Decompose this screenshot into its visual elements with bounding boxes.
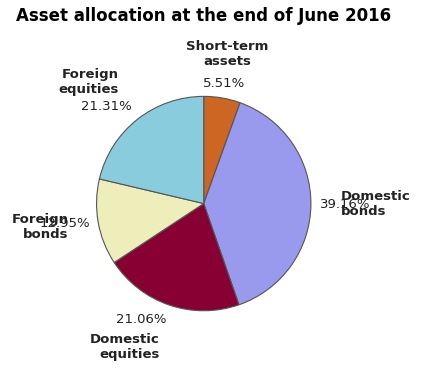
Text: 12.95%: 12.95% [39,217,90,230]
Text: Domestic
bonds: Domestic bonds [341,190,411,219]
Text: 5.51%: 5.51% [203,76,245,89]
Text: Foreign
equities: Foreign equities [58,68,119,96]
Text: Domestic
equities: Domestic equities [90,333,160,361]
Wedge shape [100,96,204,204]
Title: Asset allocation at the end of June 2016: Asset allocation at the end of June 2016 [16,7,391,25]
Text: 21.31%: 21.31% [81,100,132,113]
Wedge shape [204,96,240,204]
Text: Foreign
bonds: Foreign bonds [12,214,69,241]
Wedge shape [114,204,239,311]
Wedge shape [97,179,204,262]
Wedge shape [204,103,311,305]
Text: 21.06%: 21.06% [116,313,167,326]
Text: Short-term
assets: Short-term assets [186,40,268,68]
Text: 39.16%: 39.16% [319,198,370,211]
